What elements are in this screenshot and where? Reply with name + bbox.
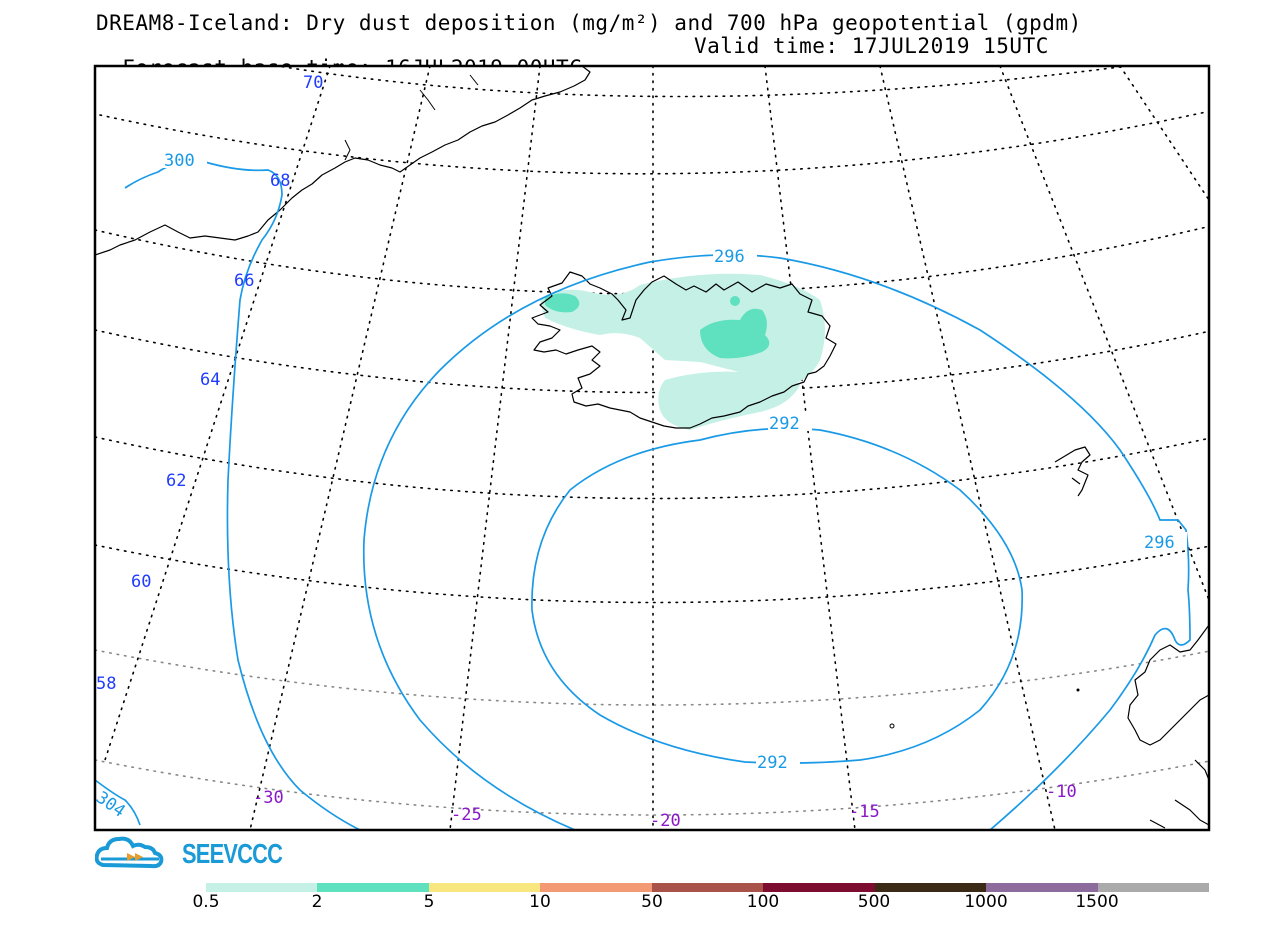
valid-time: Valid time: 17JUL2019 15UTC [694,34,1049,58]
dust-area-medium-west [545,293,580,313]
colorbar-label: 10 [529,892,551,912]
colorbar-label: 1500 [1075,892,1119,912]
dust-area-light [540,273,825,385]
lat-label-66: 66 [234,271,254,291]
colorbar [206,883,1209,892]
lon-label-minus10: -10 [1046,782,1077,802]
map-background [95,66,1209,830]
contour-label-300: 300 [164,151,195,171]
colorbar-segment [206,883,318,892]
colorbar-segment [428,883,541,892]
lon-label-minus15: -15 [849,802,880,822]
contour-label-292-bottom: 292 [757,753,788,773]
lon-label-minus25: -25 [451,805,482,825]
dust-area-light-south [658,371,800,430]
scotland-coastline [1127,624,1209,829]
iceland-coastline [531,271,837,429]
contour-296-outer [362,253,1191,830]
colorbar-label: 500 [857,892,891,912]
contour-304-line [95,779,141,826]
cloud-logo-icon [95,836,164,869]
map-frame [93,64,1211,832]
lon-label-minus30: -30 [253,788,284,808]
lat-label-60: 60 [131,572,151,592]
lon-label-minus20: -20 [650,811,681,831]
latitude-labels: 70 68 66 64 62 60 58 [96,73,323,694]
faroe-islands-coastline [1054,446,1091,497]
dust-area-medium [700,308,770,359]
colorbar-segment [540,883,652,892]
colorbar-segment [1097,883,1209,892]
lat-label-68: 68 [270,171,290,191]
contour-labels: 300 296 292 292 296 304 [92,150,1187,822]
colorbar-label: 100 [746,892,780,912]
small-island [889,723,895,729]
colorbar-label: 0.5 [192,892,220,912]
meridians [104,66,1209,830]
longitude-labels: -30 -25 -20 -15 -10 [253,782,1077,831]
colorbar-label: 50 [641,892,663,912]
lat-label-64: 64 [200,370,220,390]
lat-label-62: 62 [166,471,186,491]
lat-label-58: 58 [96,674,116,694]
dust-deposition-shading [540,273,825,430]
contour-label-296-top: 296 [714,247,745,267]
contour-label-296-right: 296 [1144,533,1175,553]
colorbar-segment [763,883,875,892]
coastlines [95,66,1209,829]
colorbar-segment [317,883,429,892]
logo-text: SEEVCCC [182,838,283,869]
greenland-coastline [95,66,591,256]
colorbar-label: 1000 [964,892,1008,912]
lat-label-70: 70 [303,73,323,93]
contour-label-292-top: 292 [769,414,800,434]
colorbar-segment [986,883,1098,892]
dust-area-medium-dot [730,296,740,306]
colorbar-label: 2 [311,892,323,912]
colorbar-segment [651,883,764,892]
small-island-2 [1076,688,1080,692]
map-title: DREAM8-Iceland: Dry dust deposition (mg/… [96,11,1082,35]
contour-292-inner [531,427,1024,764]
colorbar-segment [874,883,987,892]
colorbar-label: 5 [423,892,435,912]
